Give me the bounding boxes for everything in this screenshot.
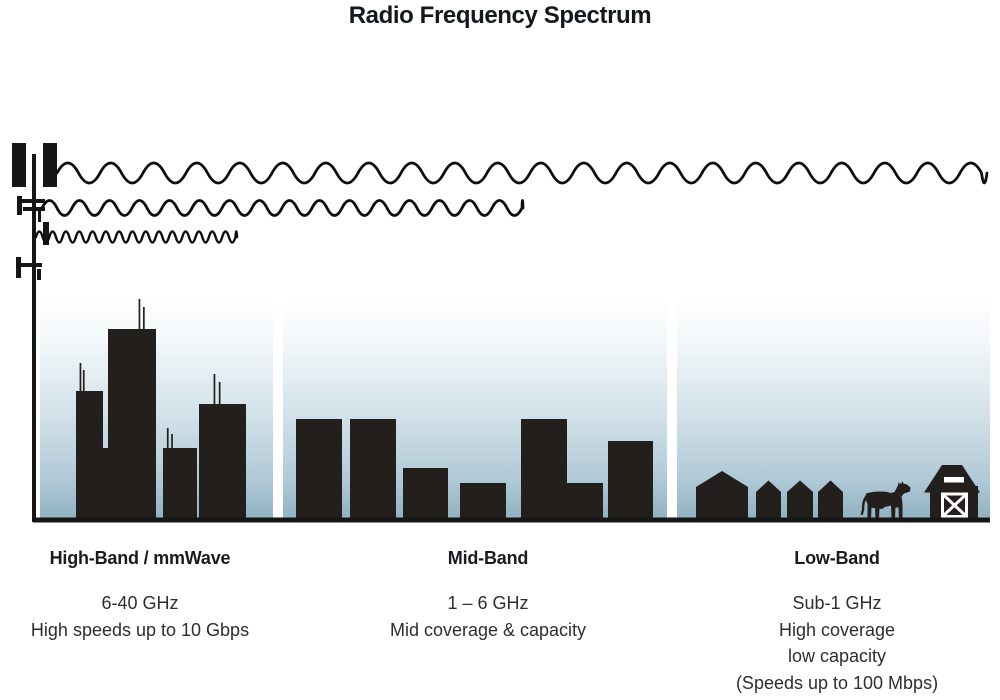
cell-tower-icon xyxy=(12,143,57,522)
mid-band-frequency: 1 – 6 GHz xyxy=(447,593,529,613)
cow-tail xyxy=(860,494,868,515)
rooftop-antenna xyxy=(166,428,169,449)
tower-crossbar xyxy=(16,263,42,267)
high-band-description: High speeds up to 10 Gbps xyxy=(30,619,250,640)
low-band-label: Low-Band Sub-1 GHz High coverage low cap… xyxy=(667,548,1000,696)
mid-building xyxy=(521,419,567,521)
rooftop-antenna xyxy=(82,370,85,392)
high-band-city-skyline-icon xyxy=(76,299,246,521)
mid-band-town-skyline-icon xyxy=(296,419,653,521)
radio-waves xyxy=(34,161,989,244)
high-band-details: 6-40 GHz High speeds up to 10 Gbps xyxy=(0,590,280,643)
house-icon xyxy=(787,480,813,521)
high-band-frequency: 6-40 GHz xyxy=(101,593,179,613)
tower-side-panel xyxy=(16,257,21,278)
mid-band-description: Mid coverage & capacity xyxy=(389,619,587,640)
low-band-description: low capacity xyxy=(787,646,887,666)
tower-bracket xyxy=(37,269,41,280)
low-band-rural-icon xyxy=(696,465,980,521)
high-band-label: High-Band / mmWave 6-40 GHz High speeds … xyxy=(0,548,280,643)
mid-band-details: 1 – 6 GHz Mid coverage & capacity xyxy=(338,590,638,643)
mid-band-label: Mid-Band 1 – 6 GHz Mid coverage & capaci… xyxy=(338,548,638,643)
cow-icon xyxy=(860,481,911,519)
low-band-details: Sub-1 GHz High coverage low capacity (Sp… xyxy=(667,590,1000,696)
cow-body xyxy=(865,481,911,519)
tower-crossbar xyxy=(23,207,45,211)
tower-antenna-panel-left xyxy=(12,143,26,187)
rooftop-antenna xyxy=(79,363,82,392)
skyscraper xyxy=(100,448,110,521)
barn-loft-vent xyxy=(944,477,964,483)
low-band-description: (Speeds up to 100 Mbps) xyxy=(735,672,939,693)
tower-side-panel xyxy=(43,222,49,245)
barn-icon xyxy=(924,465,980,520)
high-band-heading: High-Band / mmWave xyxy=(49,548,231,568)
mid-band-medium-wavelength-wave xyxy=(40,199,525,217)
barn-door xyxy=(941,492,968,518)
rooftop-antenna xyxy=(213,374,216,405)
mid-building xyxy=(608,441,653,521)
rooftop-antenna xyxy=(143,307,145,330)
tower-antenna-panel-right xyxy=(43,143,57,187)
low-band-frequency: Sub-1 GHz xyxy=(792,593,882,613)
rooftop-antenna xyxy=(218,382,221,405)
mid-building xyxy=(296,419,342,521)
tower-crossbar xyxy=(17,199,45,203)
barn-door-cross-brace xyxy=(941,492,968,518)
cow-udder xyxy=(877,504,885,509)
house-icon xyxy=(818,480,843,521)
mid-building xyxy=(403,468,448,521)
mid-building-annex xyxy=(567,483,603,521)
skyscraper xyxy=(76,391,103,521)
house-icon xyxy=(756,480,781,521)
ground-baseline xyxy=(33,517,990,523)
mid-building xyxy=(460,483,506,521)
skyscraper xyxy=(199,404,246,521)
tower-bracket xyxy=(38,211,41,222)
tower-mast xyxy=(32,154,36,522)
low-band-heading: Low-Band xyxy=(794,548,880,568)
tower-side-panel xyxy=(17,196,22,215)
rooftop-antenna xyxy=(171,434,173,449)
mid-band-heading: Mid-Band xyxy=(447,548,529,568)
house-icon xyxy=(696,471,748,521)
skyscraper xyxy=(108,329,156,521)
mid-building xyxy=(350,419,396,521)
low-band-long-wavelength-wave xyxy=(55,161,989,185)
low-band-description: High coverage xyxy=(778,619,896,640)
page-title: Radio Frequency Spectrum xyxy=(348,2,652,29)
skyscraper xyxy=(163,448,197,521)
high-band-short-wavelength-wave xyxy=(34,230,239,244)
rooftop-antenna xyxy=(138,299,141,330)
